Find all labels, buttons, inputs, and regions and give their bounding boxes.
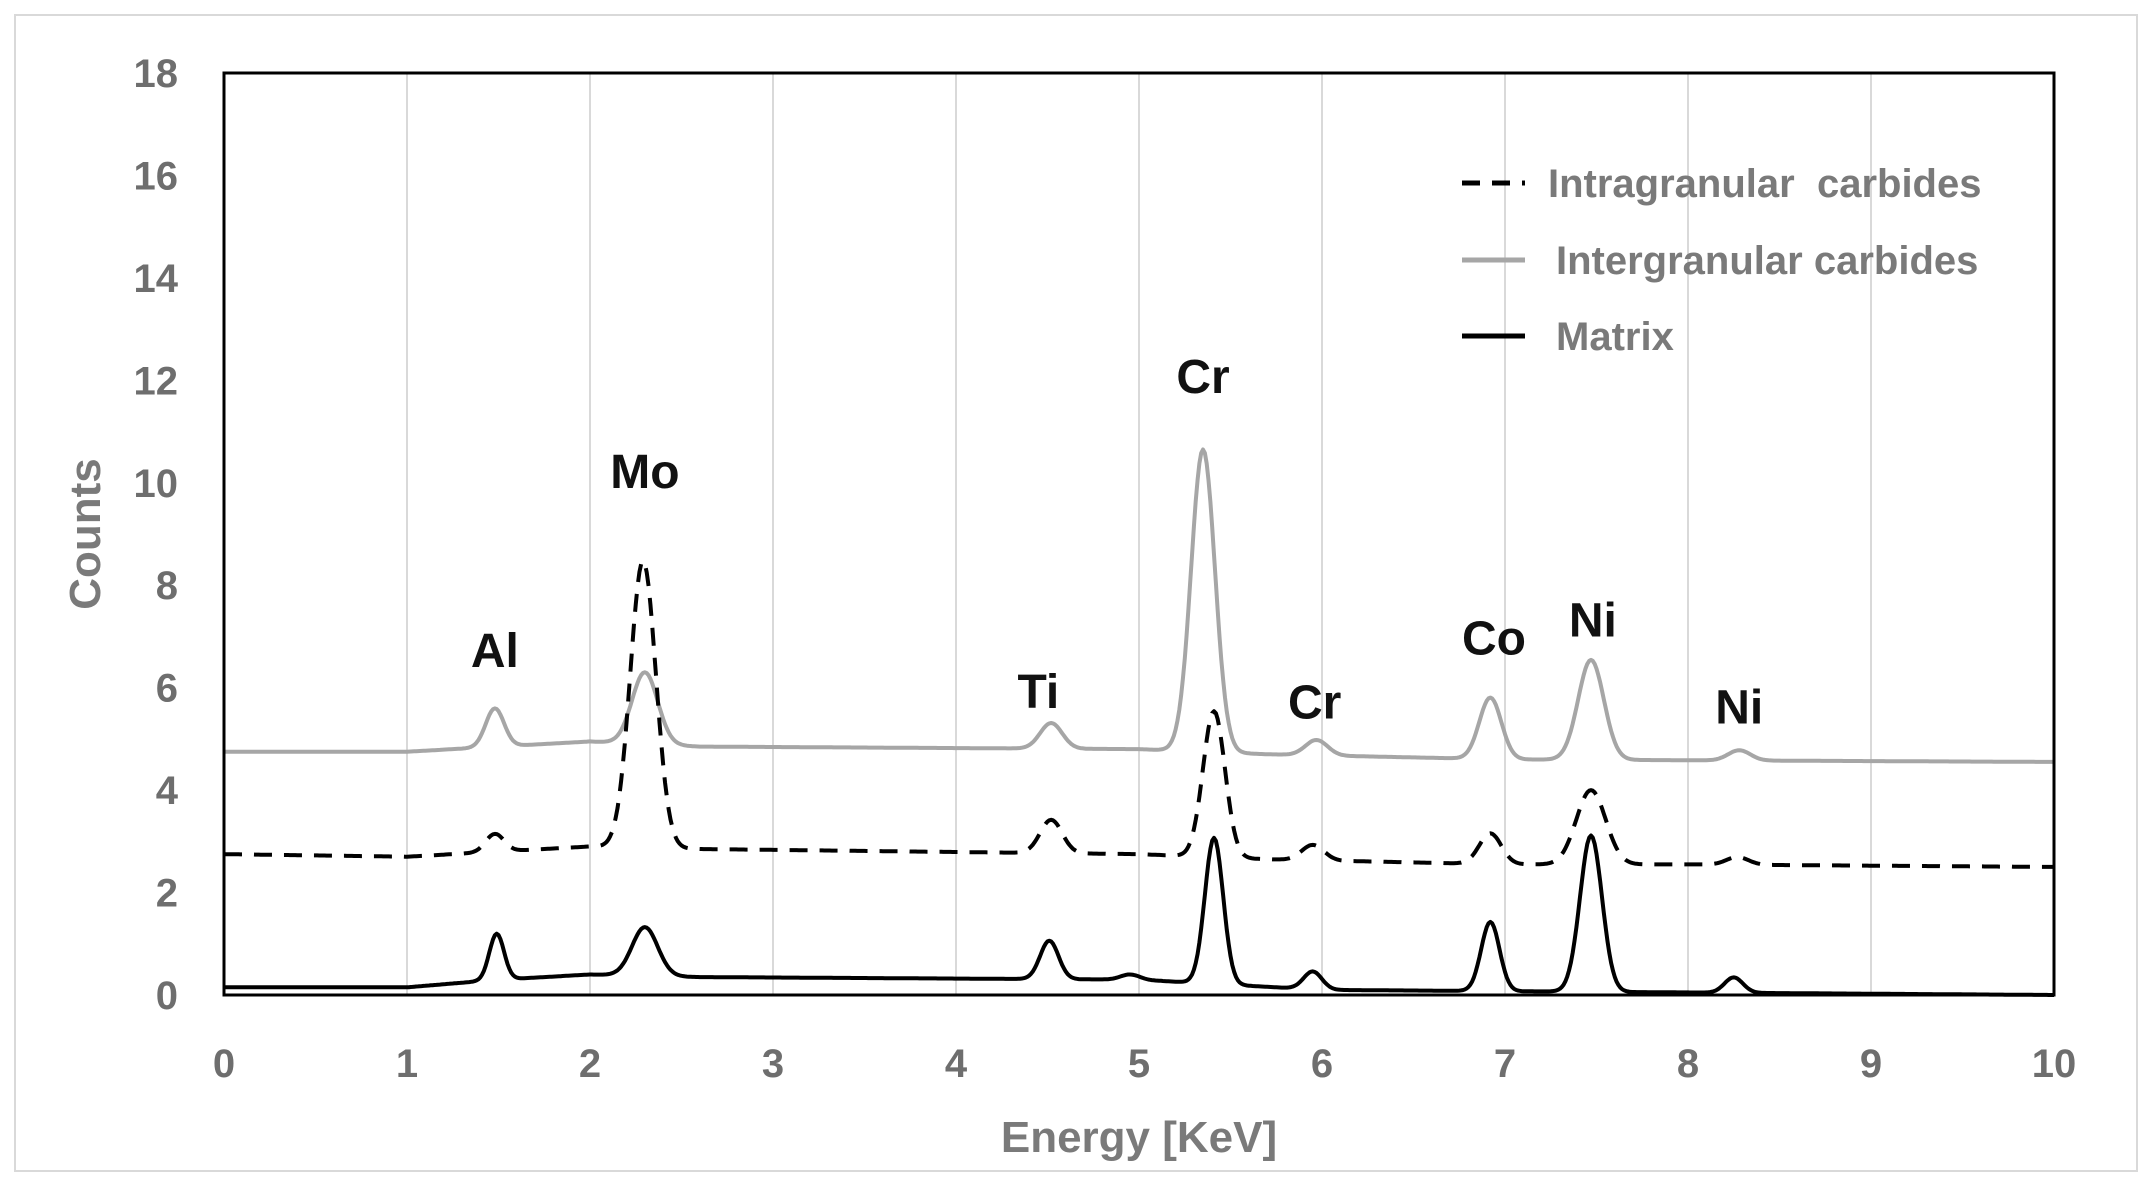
legend-label-intragranular: Intragranular carbides — [1548, 162, 1981, 206]
y-axis-title: Counts — [61, 458, 110, 610]
y-tick-label: 12 — [134, 359, 179, 403]
peak-label-cr: Cr — [1176, 351, 1229, 404]
legend-label-matrix: Matrix — [1556, 315, 1674, 359]
x-tick-label: 8 — [1677, 1042, 1699, 1086]
peak-label-ti: Ti — [1017, 666, 1059, 719]
peak-annotations: Al Mo Ti Cr Cr Co Ni Ni — [471, 351, 1763, 734]
x-tick-label: 7 — [1494, 1042, 1516, 1086]
x-tick-label: 10 — [2032, 1042, 2077, 1086]
series-line-matrix — [223, 833, 2055, 997]
y-tick-label: 6 — [156, 667, 178, 711]
x-tick-label: 9 — [1860, 1042, 1882, 1086]
x-axis-title: Energy [KeV] — [1001, 1113, 1277, 1162]
y-tick-label: 8 — [156, 564, 178, 608]
chart-frame — [14, 14, 2138, 1172]
x-tick-label: 1 — [396, 1042, 418, 1086]
y-tick-label: 4 — [156, 769, 179, 813]
plot-area-border — [222, 71, 2056, 997]
x-tick-label: 0 — [213, 1042, 235, 1086]
peak-label-al: Al — [471, 625, 519, 678]
x-tick-label: 5 — [1128, 1042, 1150, 1086]
y-tick-label: 18 — [134, 52, 179, 96]
x-tick-label: 3 — [762, 1042, 784, 1086]
grid-layer — [223, 73, 2055, 995]
x-tick-labels: 0 1 2 3 4 5 6 7 8 9 10 — [213, 1042, 2076, 1086]
peak-label-ni: Ni — [1569, 594, 1617, 647]
x-tick-label: 2 — [579, 1042, 601, 1086]
peak-label-ni: Ni — [1715, 682, 1763, 735]
y-tick-label: 14 — [134, 257, 179, 301]
y-tick-labels: 0 2 4 6 8 10 12 14 16 18 — [134, 52, 179, 1018]
y-tick-label: 2 — [156, 872, 178, 916]
series-line-intragranular — [223, 558, 2055, 869]
peak-label-cr: Cr — [1288, 676, 1341, 729]
x-tick-label: 6 — [1311, 1042, 1333, 1086]
series-layer — [223, 447, 2055, 997]
x-tick-label: 4 — [945, 1042, 968, 1086]
y-tick-label: 10 — [134, 462, 179, 506]
y-tick-label: 0 — [156, 974, 178, 1018]
y-tick-label: 16 — [134, 154, 179, 198]
peak-label-co: Co — [1462, 612, 1526, 665]
legend: Intragranular carbides Intergranular car… — [1462, 162, 1981, 359]
legend-label-intergranular: Intergranular carbides — [1556, 239, 1978, 283]
series-line-intergranular — [223, 447, 2055, 764]
peak-label-mo: Mo — [610, 446, 679, 499]
